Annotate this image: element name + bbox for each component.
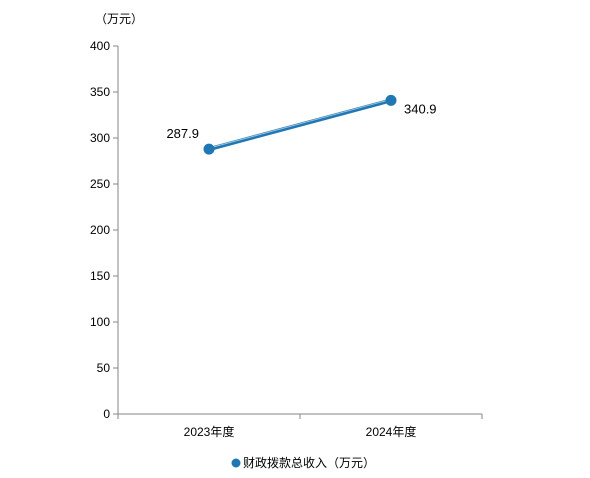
y-axis-ticks: 0 50 100 150 200 250 300 350 400 xyxy=(90,39,118,421)
y-tick-label: 0 xyxy=(103,407,110,421)
data-point xyxy=(203,143,215,155)
y-tick-label: 300 xyxy=(90,131,110,145)
legend-label: 财政拨款总收入（万元） xyxy=(243,456,375,470)
data-label: 340.9 xyxy=(404,101,437,116)
y-tick-label: 200 xyxy=(90,223,110,237)
y-tick-label: 150 xyxy=(90,269,110,283)
data-point xyxy=(385,94,397,106)
series-line-highlight xyxy=(208,98,392,149)
series-layer: 287.9 340.9 xyxy=(166,94,437,155)
y-tick-label: 350 xyxy=(90,85,110,99)
y-tick-label: 50 xyxy=(97,361,111,375)
legend-marker xyxy=(231,458,241,468)
x-axis-ticks: 2023年度 2024年度 xyxy=(117,414,483,439)
x-category-label: 2023年度 xyxy=(184,424,235,439)
series-line xyxy=(207,98,393,152)
x-category-label: 2024年度 xyxy=(366,424,417,439)
legend[interactable]: 财政拨款总收入（万元） xyxy=(231,456,376,470)
y-axis-unit-label: （万元） xyxy=(95,12,143,26)
data-label: 287.9 xyxy=(166,126,199,141)
y-tick-label: 250 xyxy=(90,177,110,191)
y-tick-label: 400 xyxy=(90,39,110,53)
y-tick-label: 100 xyxy=(90,315,110,329)
